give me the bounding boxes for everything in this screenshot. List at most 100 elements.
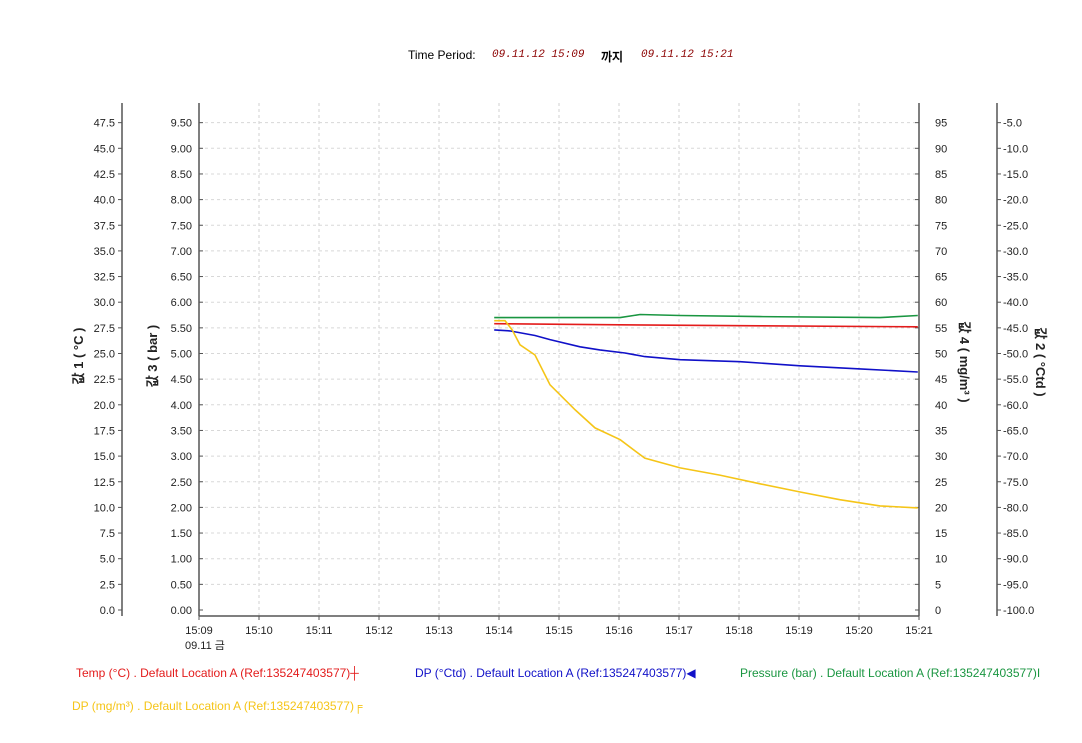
y-tick-label-a1: 7.5 xyxy=(100,528,115,540)
y-axis-title-a4: 값 4 ( mg/m³ ) xyxy=(957,321,972,402)
legend-dp-ctd: DP (°Ctd) . Default Location A (Ref:1352… xyxy=(415,666,696,680)
y-tick-label-a3: 3.50 xyxy=(171,425,192,437)
y-tick-label-a2: -15.0 xyxy=(1003,169,1028,181)
y-tick-label-a3: 6.00 xyxy=(171,297,192,309)
legend-pressure: Pressure (bar) . Default Location A (Ref… xyxy=(740,666,1041,680)
y-tick-label-a4: 50 xyxy=(935,349,947,361)
y-tick-label-a1: 42.5 xyxy=(94,169,115,181)
y-tick-label-a2: -40.0 xyxy=(1003,297,1028,309)
y-tick-label-a4: 5 xyxy=(935,579,941,591)
legend-dp-mgm3: DP (mg/m³) . Default Location A (Ref:135… xyxy=(72,699,363,713)
y-tick-label-a2: -100.0 xyxy=(1003,605,1034,617)
series-line-temp---c- xyxy=(494,322,918,328)
time-period-from: 09.11.12 15:09 xyxy=(492,49,585,61)
y-tick-label-a1: 15.0 xyxy=(94,451,115,463)
x-tick-label: 15:15 xyxy=(545,625,573,637)
y-tick-label-a2: -10.0 xyxy=(1003,143,1028,155)
x-tick-label: 15:09 xyxy=(185,625,213,637)
y-tick-label-a2: -75.0 xyxy=(1003,477,1028,489)
y-tick-label-a1: 0.0 xyxy=(100,605,115,617)
y-tick-label-a4: 70 xyxy=(935,246,947,258)
x-tick-label: 15:20 xyxy=(845,625,873,637)
y-tick-label-a1: 2.5 xyxy=(100,579,115,591)
y-tick-label-a4: 20 xyxy=(935,502,947,514)
y-tick-label-a1: 32.5 xyxy=(94,272,115,284)
y-tick-label-a2: -25.0 xyxy=(1003,220,1028,232)
y-tick-label-a4: 15 xyxy=(935,528,947,540)
y-tick-label-a1: 27.5 xyxy=(94,323,115,335)
y-tick-label-a4: 40 xyxy=(935,400,947,412)
y-tick-label-a1: 25.0 xyxy=(94,349,115,361)
y-tick-label-a2: -50.0 xyxy=(1003,349,1028,361)
y-tick-label-a4: 65 xyxy=(935,272,947,284)
series-line-dp---ctd- xyxy=(494,329,918,373)
x-tick-label: 15:16 xyxy=(605,625,633,637)
time-period-to: 09.11.12 15:21 xyxy=(641,49,734,61)
legend-temp: Temp (°C) . Default Location A (Ref:1352… xyxy=(76,666,359,680)
y-tick-label-a2: -20.0 xyxy=(1003,195,1028,207)
x-tick-label: 15:11 xyxy=(306,625,333,637)
y-tick-label-a1: 37.5 xyxy=(94,220,115,232)
y-tick-label-a3: 5.00 xyxy=(171,349,192,361)
y-tick-label-a2: -5.0 xyxy=(1003,118,1022,130)
x-tick-label: 15:19 xyxy=(785,625,813,637)
y-tick-label-a1: 45.0 xyxy=(94,143,115,155)
y-tick-label-a1: 12.5 xyxy=(94,477,115,489)
y-tick-label-a1: 47.5 xyxy=(94,118,115,130)
y-tick-label-a4: 80 xyxy=(935,195,947,207)
y-tick-label-a1: 22.5 xyxy=(94,374,115,386)
y-axis-title-a1: 값 1 ( °C ) xyxy=(71,328,86,385)
y-tick-label-a3: 4.50 xyxy=(171,374,192,386)
y-tick-label-a4: 85 xyxy=(935,169,947,181)
y-tick-label-a3: 2.00 xyxy=(171,502,192,514)
y-tick-label-a4: 55 xyxy=(935,323,947,335)
y-tick-label-a4: 30 xyxy=(935,451,947,463)
y-tick-label-a4: 60 xyxy=(935,297,947,309)
y-tick-label-a3: 4.00 xyxy=(171,400,192,412)
y-tick-label-a3: 6.50 xyxy=(171,272,192,284)
y-tick-label-a3: 0.50 xyxy=(171,579,192,591)
y-tick-label-a3: 9.00 xyxy=(171,143,192,155)
y-tick-label-a3: 8.50 xyxy=(171,169,192,181)
y-tick-label-a4: 95 xyxy=(935,118,947,130)
y-tick-label-a3: 0.00 xyxy=(171,605,192,617)
y-tick-label-a1: 20.0 xyxy=(94,400,115,412)
y-tick-label-a1: 35.0 xyxy=(94,246,115,258)
y-tick-label-a4: 25 xyxy=(935,477,947,489)
y-tick-label-a1: 17.5 xyxy=(94,425,115,437)
y-tick-label-a2: -70.0 xyxy=(1003,451,1028,463)
x-date-label: 09.11 금 xyxy=(185,640,225,652)
y-tick-label-a3: 1.00 xyxy=(171,554,192,566)
y-tick-label-a2: -80.0 xyxy=(1003,502,1028,514)
y-tick-label-a3: 7.50 xyxy=(171,220,192,232)
series-line-dp--mg-m-- xyxy=(494,319,918,509)
y-tick-label-a4: 0 xyxy=(935,605,941,617)
y-tick-label-a1: 10.0 xyxy=(94,502,115,514)
y-tick-label-a3: 7.00 xyxy=(171,246,192,258)
y-tick-label-a1: 5.0 xyxy=(100,554,115,566)
y-tick-label-a2: -90.0 xyxy=(1003,554,1028,566)
y-tick-label-a2: -30.0 xyxy=(1003,246,1028,258)
y-tick-label-a3: 3.00 xyxy=(171,451,192,463)
x-tick-label: 15:21 xyxy=(905,625,933,637)
time-period-label: Time Period: xyxy=(408,48,476,62)
y-tick-label-a3: 2.50 xyxy=(171,477,192,489)
x-tick-label: 15:17 xyxy=(665,625,693,637)
y-axis-title-a3: 값 3 ( bar ) xyxy=(145,325,160,388)
x-tick-label: 15:10 xyxy=(245,625,273,637)
y-tick-label-a2: -60.0 xyxy=(1003,400,1028,412)
y-tick-label-a3: 5.50 xyxy=(171,323,192,335)
x-tick-label: 15:13 xyxy=(425,625,453,637)
y-tick-label-a2: -85.0 xyxy=(1003,528,1028,540)
y-tick-label-a3: 9.50 xyxy=(171,118,192,130)
y-tick-label-a2: -35.0 xyxy=(1003,272,1028,284)
y-tick-label-a2: -55.0 xyxy=(1003,374,1028,386)
y-tick-label-a1: 30.0 xyxy=(94,297,115,309)
y-tick-label-a4: 75 xyxy=(935,220,947,232)
y-tick-label-a2: -65.0 xyxy=(1003,425,1028,437)
y-tick-label-a4: 10 xyxy=(935,554,947,566)
time-period-sep: 까지 xyxy=(601,50,624,64)
x-tick-label: 15:12 xyxy=(365,625,393,637)
y-tick-label-a4: 45 xyxy=(935,374,947,386)
